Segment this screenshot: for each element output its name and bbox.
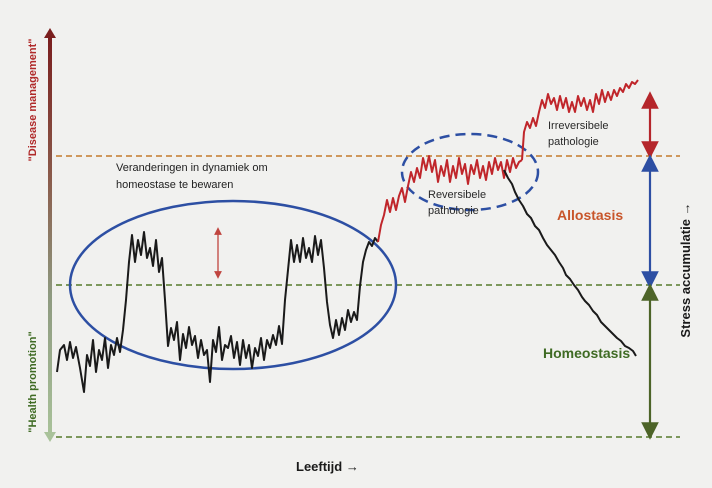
disease-management-label: "Disease management" (27, 39, 39, 162)
irreversible-pathology-line (521, 79, 639, 161)
homeostasis-label: Homeostasis (543, 345, 630, 361)
left-gradient-axis (44, 28, 56, 442)
reversible-ellipse (400, 132, 540, 212)
irreversible-label-line1: Irreversibele (548, 120, 609, 132)
recovery-signal-line (503, 169, 637, 357)
right-axis-label: Stress accumulatie → (678, 202, 693, 337)
reversible-label-line2: pathologie (428, 205, 479, 217)
irreversible-label-line2: pathologie (548, 136, 599, 148)
x-axis-label: Leeftijd → (296, 459, 359, 474)
allostasis-label: Allostasis (557, 207, 623, 223)
reversible-pathology-line (377, 155, 523, 243)
reversible-label-line1: Reversibele (428, 189, 486, 201)
homeostasis-signal-line (56, 231, 379, 393)
dynamics-annotation-line2: homeostase te bewaren (116, 179, 233, 191)
health-promotion-label: "Health promotion" (27, 331, 39, 432)
dynamics-annotation-line1: Veranderingen in dynamiek om (116, 162, 268, 174)
dynamics-ellipse (68, 199, 398, 371)
